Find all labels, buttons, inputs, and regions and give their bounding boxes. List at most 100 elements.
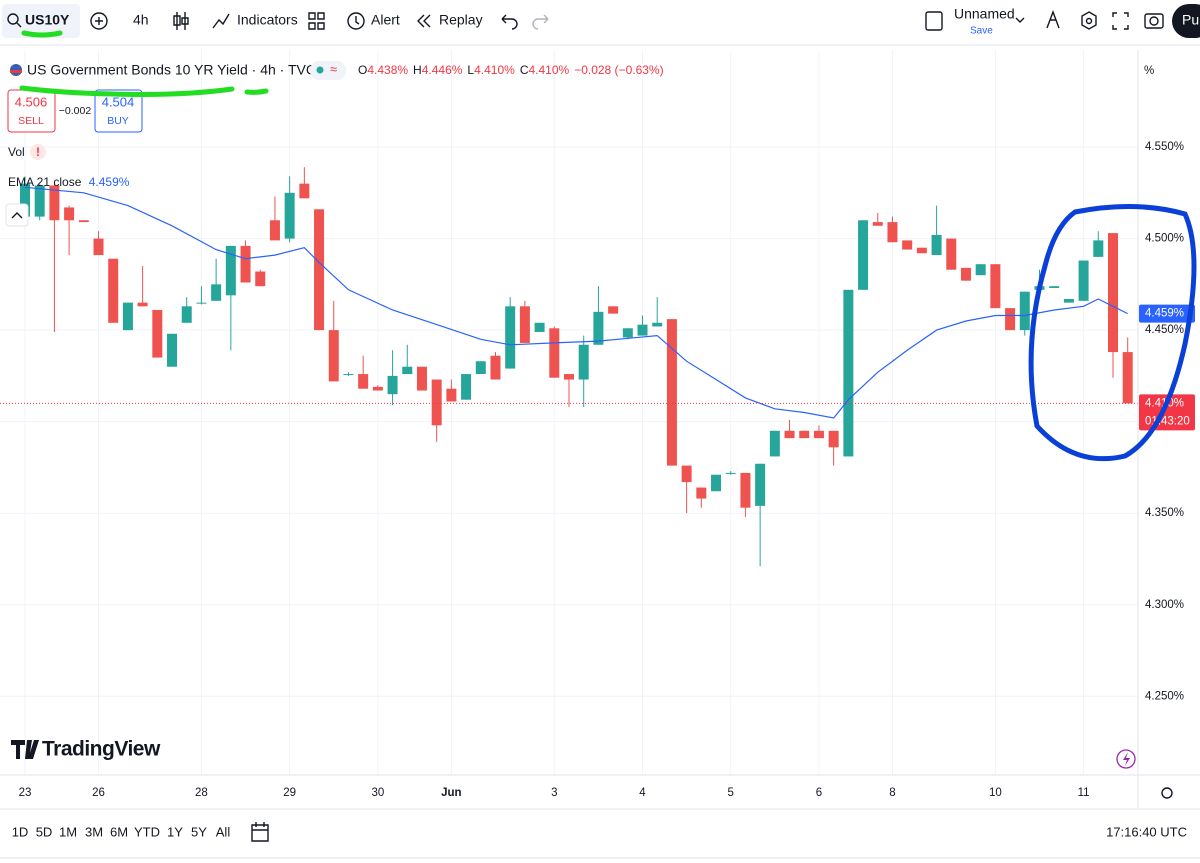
buy-label[interactable]: BUY — [107, 115, 129, 127]
candle-body — [328, 330, 339, 382]
save-label[interactable]: Save — [970, 26, 993, 37]
undo-icon[interactable] — [501, 14, 518, 30]
quick-search-icon[interactable] — [1046, 10, 1060, 29]
replay-button[interactable]: Replay — [439, 12, 483, 28]
spread: −0.002 — [59, 105, 92, 117]
x-tick-label: 11 — [1078, 787, 1090, 799]
settings-icon — [1085, 17, 1093, 25]
candle-body — [211, 284, 222, 301]
candle-body — [225, 245, 236, 296]
candle-body — [490, 355, 501, 380]
price-tag — [1139, 394, 1195, 431]
range-button[interactable]: 3M — [85, 824, 103, 839]
status-badge — [310, 61, 346, 80]
snapshot-icon[interactable] — [1144, 13, 1164, 29]
buy-price[interactable]: 4.504 — [102, 94, 135, 109]
redo-icon[interactable] — [532, 14, 549, 30]
candle-body — [1108, 233, 1119, 353]
candle-body — [1005, 308, 1016, 331]
y-tick-label: 4.300% — [1145, 599, 1184, 611]
candle-body — [740, 472, 751, 508]
x-tick-label: 3 — [551, 787, 557, 799]
search-icon — [7, 13, 19, 25]
indicators-button[interactable]: Indicators — [237, 12, 298, 28]
candle-body — [343, 374, 354, 376]
candle-body — [402, 366, 413, 375]
indicators-icon — [212, 13, 230, 29]
candle-body — [622, 328, 633, 338]
candle-body — [78, 220, 89, 223]
sell-price[interactable]: 4.506 — [15, 94, 48, 109]
x-tick-label: 4 — [639, 787, 646, 799]
alert-icon — [355, 16, 360, 25]
plot — [0, 167, 1138, 567]
x-tick-label: 29 — [283, 787, 296, 799]
ohlc-key: C — [520, 63, 529, 77]
templates-icon[interactable] — [308, 12, 325, 30]
candle-body — [843, 289, 854, 457]
candle-body — [314, 209, 325, 331]
candle-body — [475, 361, 486, 375]
candle-body — [975, 264, 986, 276]
replay-icon — [417, 14, 431, 28]
publish-button[interactable] — [1172, 4, 1200, 38]
x-tick-label: 6 — [816, 787, 822, 799]
candle-body — [299, 183, 310, 199]
price-tag — [1139, 304, 1195, 323]
candle-body — [916, 247, 927, 254]
candle-body — [637, 324, 648, 336]
settings-icon[interactable] — [1081, 11, 1097, 30]
candle-body — [181, 306, 192, 323]
range-button[interactable]: 5Y — [191, 824, 207, 839]
highlight-stroke — [19, 85, 235, 97]
fullscreen-icon[interactable] — [1112, 12, 1129, 30]
candle-body — [387, 375, 398, 395]
candle-body — [902, 240, 913, 250]
range-button[interactable]: 1Y — [167, 824, 183, 839]
symbol[interactable]: US10Y — [25, 12, 70, 28]
candle-body — [34, 185, 45, 217]
chart-type-icon[interactable] — [173, 12, 189, 30]
candle-body — [593, 311, 604, 345]
collapse-button[interactable] — [5, 203, 29, 227]
candle-body — [49, 185, 60, 221]
candle-body — [19, 183, 30, 217]
x-tick-label: 5 — [728, 787, 734, 799]
compare-icon[interactable] — [90, 12, 108, 30]
layout-icon[interactable] — [925, 11, 943, 31]
layout-dropdown[interactable] — [1015, 17, 1025, 23]
ohlc-key: H — [413, 63, 422, 77]
clock: 17:16:40 UTC — [1106, 824, 1187, 839]
publish-label[interactable]: Pu — [1182, 12, 1199, 28]
candle-body — [372, 386, 383, 391]
candle-body — [549, 328, 560, 378]
symbol-title: US Government Bonds 10 YR Yield · 4h · T… — [27, 62, 316, 78]
candle-body — [1063, 298, 1074, 303]
ohlc-key: L — [467, 63, 474, 77]
collapse-icon — [11, 212, 23, 219]
axis-settings[interactable] — [1161, 787, 1173, 799]
range-button[interactable]: All — [216, 824, 231, 839]
range-button[interactable]: YTD — [134, 824, 160, 839]
range-button[interactable]: 1D — [12, 824, 29, 839]
layout-name[interactable]: Unnamed — [954, 6, 1015, 22]
symbol-box[interactable] — [2, 4, 80, 38]
candle-body — [578, 344, 589, 380]
range-button[interactable]: 5D — [36, 824, 53, 839]
buy-button[interactable] — [94, 89, 143, 133]
interval[interactable]: 4h — [133, 12, 149, 28]
alert-button[interactable]: Alert — [371, 12, 400, 28]
ohlc-legend: O4.438% H4.446% L4.410% C4.410% −0.028 (−0.6… — [358, 63, 664, 77]
range-button[interactable]: 1M — [59, 824, 77, 839]
candle-body — [240, 245, 251, 283]
sell-label[interactable]: SELL — [18, 115, 44, 127]
date-range-icon[interactable] — [251, 822, 269, 842]
candle-body — [461, 374, 472, 400]
grid — [0, 50, 1138, 775]
delay-icon: ≈ — [330, 61, 337, 76]
candle-body — [696, 487, 707, 499]
candle-body — [431, 379, 442, 426]
y-tick-label: 4.500% — [1145, 233, 1184, 245]
range-button[interactable]: 6M — [110, 824, 128, 839]
